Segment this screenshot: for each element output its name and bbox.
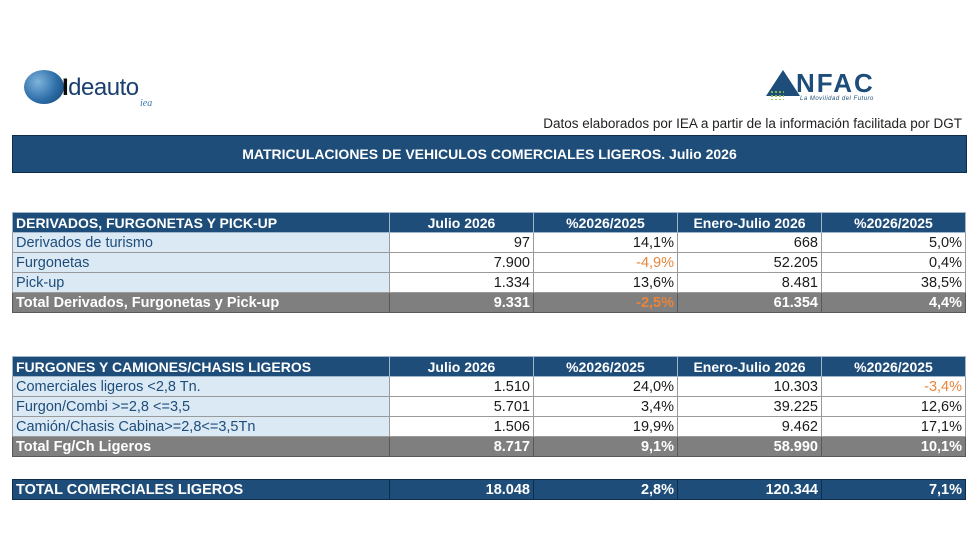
- cell-month: 5.701: [389, 396, 534, 417]
- table-row: Camión/Chasis Cabina>=2,8<=3,5Tn 1.506 1…: [12, 416, 966, 437]
- ideauto-brand: Ideauto: [62, 74, 139, 101]
- header-ytd: Enero-Julio 2026: [677, 356, 822, 377]
- total-month: 8.717: [389, 436, 534, 457]
- table-derivados: DERIVADOS, FURGONETAS Y PICK-UP Julio 20…: [12, 212, 966, 313]
- cell-pct-month: 19,9%: [533, 416, 678, 437]
- ideauto-logo: Ideauto iea: [24, 68, 164, 109]
- table-furgones: FURGONES Y CAMIONES/CHASIS LIGEROS Julio…: [12, 356, 966, 457]
- row-label: Furgon/Combi >=2,8 <=3,5: [12, 396, 390, 417]
- cell-month: 1.510: [389, 376, 534, 397]
- cell-pct-ytd: 17,1%: [821, 416, 966, 437]
- header-category: FURGONES Y CAMIONES/CHASIS LIGEROS: [12, 356, 390, 377]
- total-ytd: 61.354: [677, 292, 822, 313]
- grand-total-pct-month: 2,8%: [533, 479, 678, 500]
- cell-pct-ytd: 5,0%: [821, 232, 966, 253]
- cell-pct-month: 14,1%: [533, 232, 678, 253]
- cell-ytd: 8.481: [677, 272, 822, 293]
- row-label: Pick-up: [12, 272, 390, 293]
- globe-icon: [24, 70, 64, 104]
- total-ytd: 58.990: [677, 436, 822, 457]
- row-label: Comerciales ligeros <2,8 Tn.: [12, 376, 390, 397]
- cell-pct-ytd: 0,4%: [821, 252, 966, 273]
- table-row: Comerciales ligeros <2,8 Tn. 1.510 24,0%…: [12, 376, 966, 397]
- total-label: Total Fg/Ch Ligeros: [12, 436, 390, 457]
- table-row: Pick-up 1.334 13,6% 8.481 38,5%: [12, 272, 966, 293]
- table-grand-total: TOTAL COMERCIALES LIGEROS 18.048 2,8% 12…: [12, 479, 966, 500]
- grand-total-ytd: 120.344: [677, 479, 822, 500]
- cell-month: 97: [389, 232, 534, 253]
- total-label: Total Derivados, Furgonetas y Pick-up: [12, 292, 390, 313]
- grand-total-pct-ytd: 7,1%: [821, 479, 966, 500]
- anfac-tagline: La Movilidad del Futuro: [800, 96, 874, 102]
- source-note: Datos elaborados por IEA a partir de la …: [543, 116, 962, 131]
- dots-icon: [770, 90, 784, 100]
- row-label: Furgonetas: [12, 252, 390, 273]
- cell-ytd: 9.462: [677, 416, 822, 437]
- grand-total-month: 18.048: [389, 479, 534, 500]
- header-ytd: Enero-Julio 2026: [677, 212, 822, 233]
- total-pct-month: -2,5%: [533, 292, 678, 313]
- table-row: Derivados de turismo 97 14,1% 668 5,0%: [12, 232, 966, 253]
- cell-pct-month: 3,4%: [533, 396, 678, 417]
- cell-pct-month: 24,0%: [533, 376, 678, 397]
- total-month: 9.331: [389, 292, 534, 313]
- header-pct-month: %2026/2025: [533, 356, 678, 377]
- row-label: Derivados de turismo: [12, 232, 390, 253]
- cell-pct-month: 13,6%: [533, 272, 678, 293]
- cell-ytd: 39.225: [677, 396, 822, 417]
- table-header: FURGONES Y CAMIONES/CHASIS LIGEROS Julio…: [12, 356, 966, 377]
- header-pct-month: %2026/2025: [533, 212, 678, 233]
- cell-ytd: 10.303: [677, 376, 822, 397]
- grand-total-label: TOTAL COMERCIALES LIGEROS: [12, 479, 390, 500]
- table-header: DERIVADOS, FURGONETAS Y PICK-UP Julio 20…: [12, 212, 966, 233]
- table-row: Furgon/Combi >=2,8 <=3,5 5.701 3,4% 39.2…: [12, 396, 966, 417]
- header-category: DERIVADOS, FURGONETAS Y PICK-UP: [12, 212, 390, 233]
- row-label: Camión/Chasis Cabina>=2,8<=3,5Tn: [12, 416, 390, 437]
- cell-month: 1.334: [389, 272, 534, 293]
- cell-pct-month: -4,9%: [533, 252, 678, 273]
- cell-pct-ytd: 12,6%: [821, 396, 966, 417]
- total-row: Total Fg/Ch Ligeros 8.717 9,1% 58.990 10…: [12, 436, 966, 457]
- total-pct-ytd: 4,4%: [821, 292, 966, 313]
- cell-month: 1.506: [389, 416, 534, 437]
- total-pct-month: 9,1%: [533, 436, 678, 457]
- header-pct-ytd: %2026/2025: [821, 356, 966, 377]
- anfac-logo: NFAC La Movilidad del Futuro: [766, 66, 926, 108]
- header-month: Julio 2026: [389, 212, 534, 233]
- ideauto-sub: iea: [140, 98, 153, 109]
- header-month: Julio 2026: [389, 356, 534, 377]
- report-title: MATRICULACIONES DE VEHICULOS COMERCIALES…: [12, 135, 967, 173]
- cell-month: 7.900: [389, 252, 534, 273]
- cell-pct-ytd: -3,4%: [821, 376, 966, 397]
- cell-ytd: 52.205: [677, 252, 822, 273]
- anfac-brand: NFAC: [796, 68, 875, 98]
- header-pct-ytd: %2026/2025: [821, 212, 966, 233]
- cell-pct-ytd: 38,5%: [821, 272, 966, 293]
- table-row: Furgonetas 7.900 -4,9% 52.205 0,4%: [12, 252, 966, 273]
- cell-ytd: 668: [677, 232, 822, 253]
- total-pct-ytd: 10,1%: [821, 436, 966, 457]
- total-row: Total Derivados, Furgonetas y Pick-up 9.…: [12, 292, 966, 313]
- grand-total-row: TOTAL COMERCIALES LIGEROS 18.048 2,8% 12…: [12, 479, 966, 500]
